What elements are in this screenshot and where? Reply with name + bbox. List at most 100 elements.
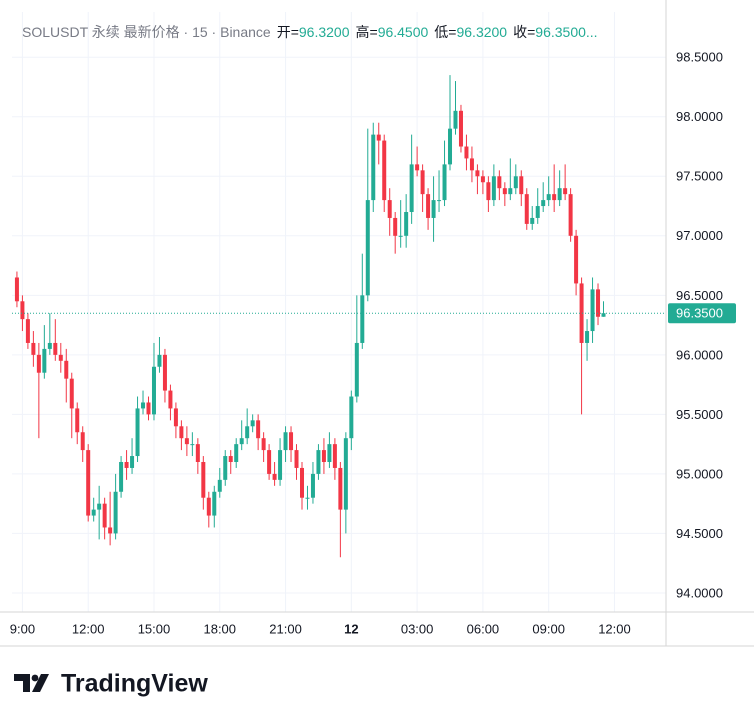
- candle-body: [14, 277, 19, 302]
- candle-body: [256, 420, 261, 439]
- candle-body: [453, 110, 458, 129]
- last-price-box: [668, 303, 736, 324]
- candle-body: [113, 491, 118, 534]
- candle-body: [228, 456, 233, 462]
- candle-body: [20, 301, 25, 320]
- y-tick-label: 97.5000: [676, 169, 723, 184]
- candle-body: [310, 473, 315, 498]
- candle-body: [31, 342, 36, 355]
- legend-item: 开=: [277, 24, 299, 40]
- candle-body: [179, 426, 184, 439]
- legend-item: 高=: [356, 24, 378, 40]
- candle-body: [135, 408, 140, 457]
- x-tick-label: 09:00: [532, 621, 565, 636]
- candle-body: [475, 170, 480, 177]
- candle-body: [382, 140, 387, 201]
- legend-item: 收=: [513, 24, 535, 40]
- candle-body: [563, 188, 568, 195]
- y-tick-label: 98.0000: [676, 109, 723, 124]
- legend-item: SOLUSDT 永续 最新价格 · 15 · Binance: [22, 24, 271, 40]
- candle-body: [299, 467, 304, 498]
- candle-body: [184, 438, 189, 445]
- y-tick-label: 94.5000: [676, 526, 723, 541]
- candles: [12, 75, 666, 558]
- candle-body: [371, 134, 376, 201]
- candle-body: [332, 444, 337, 468]
- brand-logo: [14, 674, 49, 692]
- candle-body: [316, 450, 321, 474]
- candle-body: [75, 408, 80, 433]
- candle-body: [541, 200, 546, 207]
- candle-body: [404, 212, 409, 236]
- candle-body: [278, 450, 283, 480]
- candle-body: [47, 342, 52, 349]
- candle-body: [102, 503, 107, 528]
- grid: [12, 12, 666, 612]
- candle-body: [497, 176, 502, 189]
- candle-body: [360, 295, 365, 343]
- candle-body: [272, 473, 277, 480]
- candle-body: [365, 200, 370, 296]
- candle-body: [168, 390, 173, 409]
- logo-t: [14, 674, 30, 692]
- candle-body: [58, 354, 63, 361]
- candle-body: [206, 497, 211, 516]
- x-tick-label: 12: [344, 621, 358, 636]
- candle-body: [508, 188, 513, 195]
- candle-body: [25, 319, 30, 343]
- candle-body: [97, 503, 102, 510]
- x-tick-label: 03:00: [401, 621, 434, 636]
- candle-body: [409, 164, 414, 212]
- axes: 94.0000 94.5000 95.0000 95.5000 96.0000 96.50…: [10, 50, 736, 636]
- y-tick-label: 98.5000: [676, 50, 723, 65]
- y-tick-label: 96.0000: [676, 347, 723, 362]
- candle-body: [420, 170, 425, 195]
- candle-body: [431, 200, 436, 218]
- candle-body: [162, 354, 167, 391]
- candle-body: [519, 176, 524, 195]
- y-tick-label: 95.5000: [676, 407, 723, 422]
- y-tick-label: 96.5000: [676, 288, 723, 303]
- y-tick-label: 94.0000: [676, 585, 723, 600]
- candle-body: [69, 378, 74, 409]
- candle-body: [502, 188, 507, 195]
- legend-item: 96.4500: [378, 24, 429, 40]
- candle-body: [146, 402, 151, 415]
- candle-body: [245, 426, 250, 439]
- candle-body: [289, 432, 294, 451]
- candle-body: [596, 289, 601, 317]
- candle-body: [119, 462, 124, 492]
- candle-body: [86, 450, 91, 516]
- x-tick-label: 15:00: [138, 621, 171, 636]
- legend-item: 96.3200: [456, 24, 507, 40]
- legend-item: 低=: [434, 24, 456, 40]
- x-tick-label: 18:00: [203, 621, 236, 636]
- last-price-label: 96.3500: [676, 306, 723, 321]
- candle-body: [173, 408, 178, 427]
- candle-body: [458, 110, 463, 147]
- x-tick-label: 9:00: [10, 621, 35, 636]
- candle-body: [343, 438, 348, 510]
- candle-body: [36, 354, 41, 373]
- logo-v: [32, 674, 49, 692]
- candle-body: [261, 438, 266, 451]
- candle-body: [305, 497, 310, 499]
- candle-body: [387, 200, 392, 218]
- candle-body: [426, 194, 431, 218]
- candle-body: [108, 527, 113, 534]
- candle-body: [283, 432, 288, 451]
- candle-body: [42, 348, 47, 373]
- candle-body: [217, 479, 222, 492]
- brand-name: TradingView: [61, 670, 208, 698]
- y-tick-label: 95.0000: [676, 466, 723, 481]
- candle-body: [513, 176, 518, 189]
- candle-body: [448, 128, 453, 165]
- candle-body: [124, 462, 129, 468]
- logo-dot: [31, 674, 39, 682]
- legend-item: 96.3500...: [535, 24, 597, 40]
- candle-body: [442, 164, 447, 201]
- candle-body: [524, 194, 529, 224]
- x-tick-label: 12:00: [72, 621, 105, 636]
